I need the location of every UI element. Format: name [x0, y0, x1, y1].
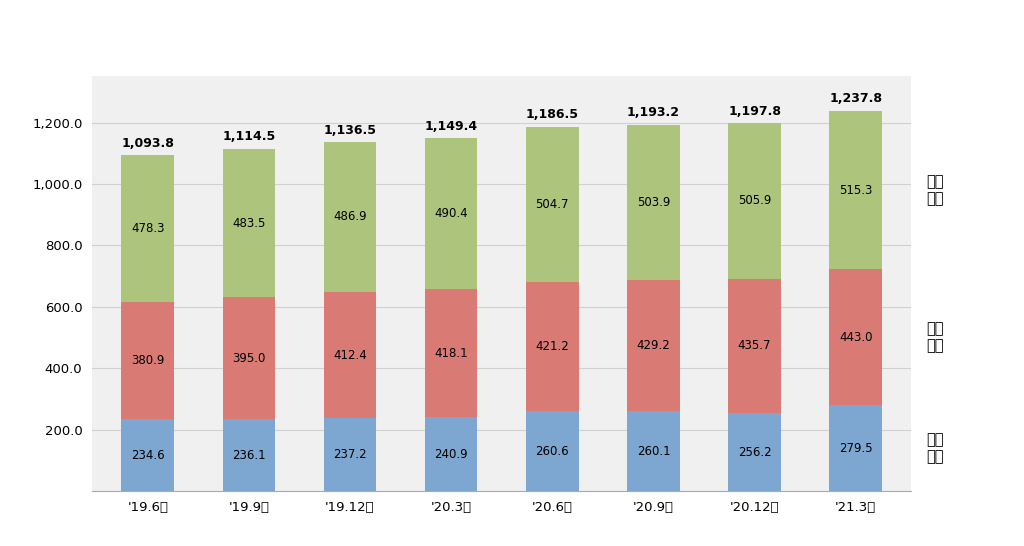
Bar — [324, 142, 377, 292]
Bar — [728, 123, 781, 278]
Text: 418.1: 418.1 — [434, 347, 468, 360]
Bar — [829, 111, 882, 269]
Text: 490.4: 490.4 — [434, 207, 468, 220]
Text: 사모
펀드: 사모 펀드 — [927, 321, 944, 354]
Bar — [222, 419, 275, 491]
Text: 1,237.8: 1,237.8 — [829, 92, 883, 105]
Text: 443.0: 443.0 — [839, 331, 872, 344]
Bar — [627, 280, 680, 412]
Bar — [526, 127, 579, 282]
Bar — [728, 413, 781, 491]
Bar — [425, 138, 477, 289]
Bar — [829, 406, 882, 491]
Text: 공모
펀드: 공모 펀드 — [927, 432, 944, 465]
Text: 429.2: 429.2 — [637, 339, 671, 352]
Bar — [526, 282, 579, 411]
Text: 260.1: 260.1 — [637, 445, 671, 458]
Text: 279.5: 279.5 — [839, 442, 872, 455]
Bar — [222, 149, 275, 298]
Text: 505.9: 505.9 — [738, 194, 771, 207]
Text: 504.7: 504.7 — [536, 198, 569, 211]
Text: 515.3: 515.3 — [839, 183, 872, 197]
Bar — [627, 124, 680, 280]
Text: 486.9: 486.9 — [333, 210, 367, 223]
Bar — [324, 292, 377, 418]
Bar — [324, 418, 377, 491]
Text: 421.2: 421.2 — [536, 340, 569, 353]
Text: 1,186.5: 1,186.5 — [526, 108, 579, 121]
Text: 503.9: 503.9 — [637, 195, 670, 209]
Text: 1,093.8: 1,093.8 — [122, 136, 174, 150]
Text: 1,136.5: 1,136.5 — [324, 123, 377, 136]
Bar — [728, 278, 781, 413]
Text: 478.3: 478.3 — [131, 222, 165, 235]
Text: 1,193.2: 1,193.2 — [627, 106, 680, 119]
Text: 자산운용사 운용자산 추이: 자산운용사 운용자산 추이 — [319, 19, 512, 44]
Text: 236.1: 236.1 — [232, 449, 266, 461]
Text: 투자
일임: 투자 일임 — [927, 174, 944, 206]
Text: 435.7: 435.7 — [738, 339, 771, 352]
Text: 256.2: 256.2 — [737, 446, 771, 459]
Bar — [425, 289, 477, 417]
Bar — [122, 155, 174, 302]
Bar — [829, 269, 882, 406]
Text: 240.9: 240.9 — [434, 448, 468, 461]
Bar — [627, 412, 680, 491]
Bar — [122, 302, 174, 419]
Text: 234.6: 234.6 — [131, 449, 165, 462]
Text: 395.0: 395.0 — [232, 352, 265, 365]
Bar — [526, 411, 579, 491]
Bar — [425, 417, 477, 491]
Text: 260.6: 260.6 — [536, 445, 569, 458]
Text: 1,197.8: 1,197.8 — [728, 105, 781, 118]
Text: 1,149.4: 1,149.4 — [425, 120, 478, 133]
Text: 237.2: 237.2 — [333, 448, 367, 461]
Text: (단위 : 조원): (단위 : 조원) — [512, 22, 587, 40]
Bar — [222, 298, 275, 419]
Text: 1,114.5: 1,114.5 — [222, 130, 275, 143]
Bar — [122, 419, 174, 491]
Text: 412.4: 412.4 — [333, 348, 367, 361]
Text: 483.5: 483.5 — [232, 217, 265, 230]
Text: 380.9: 380.9 — [131, 354, 165, 367]
